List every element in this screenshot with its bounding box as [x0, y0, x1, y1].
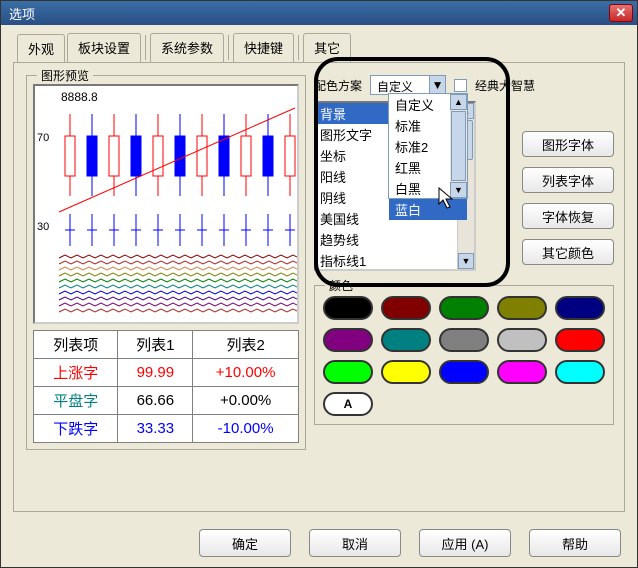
cancel-button[interactable]: 取消	[309, 529, 401, 557]
swatch-grid: A	[323, 296, 605, 416]
cell-up-label: 上涨字	[34, 359, 118, 387]
close-button[interactable]: ✕	[609, 4, 633, 22]
preview-table: 列表项 列表1 列表2 上涨字 99.99 +10.00% 平盘字 66.66 …	[33, 330, 299, 443]
font-restore-button[interactable]: 字体恢复	[522, 203, 614, 229]
th-item: 列表项	[34, 331, 118, 359]
help-button[interactable]: 帮助	[529, 529, 621, 557]
cell-down-v2: -10.00%	[193, 415, 299, 443]
color-swatch[interactable]	[323, 328, 373, 352]
popup-scrollbar[interactable]: ▲ ▼	[450, 94, 467, 198]
color-swatch[interactable]	[323, 360, 373, 384]
color-swatch[interactable]	[323, 296, 373, 320]
scroll-down-icon[interactable]: ▼	[450, 182, 467, 198]
color-swatch[interactable]	[381, 296, 431, 320]
color-swatch[interactable]	[555, 328, 605, 352]
scheme-selected: 自定义	[371, 76, 429, 94]
options-dialog: 选项 ✕ 外观 板块设置 系统参数 快捷键 其它 图形预览 8888.8 70 …	[0, 0, 638, 568]
tab-panel: 图形预览 8888.8 70 30 列表项 列表1	[13, 62, 625, 512]
scroll-thumb[interactable]	[451, 111, 466, 181]
colors-label: 颜色	[325, 277, 357, 294]
chart-font-button[interactable]: 图形字体	[522, 131, 614, 157]
tab-hotkeys[interactable]: 快捷键	[233, 33, 294, 62]
window-title: 选项	[5, 4, 609, 23]
list-font-button[interactable]: 列表字体	[522, 167, 614, 193]
color-swatch[interactable]	[381, 328, 431, 352]
color-swatch[interactable]	[497, 328, 547, 352]
color-swatch[interactable]	[555, 360, 605, 384]
scroll-down-icon[interactable]: ▼	[458, 253, 474, 269]
color-swatch[interactable]	[439, 360, 489, 384]
table-row: 平盘字 66.66 +0.00%	[34, 387, 299, 415]
tab-block-settings[interactable]: 板块设置	[67, 33, 141, 62]
tab-other[interactable]: 其它	[303, 33, 351, 62]
color-swatch[interactable]	[497, 360, 547, 384]
tab-bar: 外观 板块设置 系统参数 快捷键 其它	[1, 25, 637, 62]
other-colors-button[interactable]: 其它颜色	[522, 239, 614, 265]
list-item[interactable]: 趋势线	[316, 229, 474, 250]
tab-system-params[interactable]: 系统参数	[150, 33, 224, 62]
color-swatch-text[interactable]: A	[323, 392, 373, 416]
color-swatch[interactable]	[497, 296, 547, 320]
cell-flat-label: 平盘字	[34, 387, 118, 415]
color-swatch[interactable]	[381, 360, 431, 384]
scroll-up-icon[interactable]: ▲	[450, 94, 467, 110]
chevron-down-icon: ▼	[429, 76, 445, 94]
classic-checkbox[interactable]	[454, 79, 467, 92]
tick-marks	[65, 214, 295, 246]
tab-appearance[interactable]: 外观	[17, 34, 65, 63]
list-item[interactable]: 指标线1	[316, 250, 474, 271]
apply-button[interactable]: 应用 (A)	[419, 529, 511, 557]
classic-label: 经典大智慧	[475, 77, 535, 94]
scheme-dropdown[interactable]: 自定义 ▼	[370, 75, 446, 95]
cell-up-v2: +10.00%	[193, 359, 299, 387]
chart-preview: 8888.8 70 30	[33, 84, 299, 324]
table-header-row: 列表项 列表1 列表2	[34, 331, 299, 359]
scheme-label: 配色方案	[314, 77, 362, 94]
th-list1: 列表1	[118, 331, 193, 359]
titlebar: 选项 ✕	[1, 1, 637, 25]
table-row: 上涨字 99.99 +10.00%	[34, 359, 299, 387]
color-swatch[interactable]	[439, 296, 489, 320]
cell-flat-v2: +0.00%	[193, 387, 299, 415]
color-swatch[interactable]	[555, 296, 605, 320]
cell-down-v1: 33.33	[118, 415, 193, 443]
ok-button[interactable]: 确定	[199, 529, 291, 557]
wave-lines	[59, 255, 299, 312]
dropdown-option[interactable]: 蓝白	[389, 199, 467, 220]
colors-group: 颜色 A	[314, 285, 614, 425]
preview-label: 图形预览	[37, 67, 93, 84]
table-row: 下跌字 33.33 -10.00%	[34, 415, 299, 443]
th-list2: 列表2	[193, 331, 299, 359]
cell-up-v1: 99.99	[118, 359, 193, 387]
cell-flat-v1: 66.66	[118, 387, 193, 415]
scheme-dropdown-popup[interactable]: 自定义标准标准2红黑白黑蓝白 ▲ ▼	[388, 93, 468, 199]
dialog-button-row: 确定 取消 应用 (A) 帮助	[199, 529, 621, 557]
cell-down-label: 下跌字	[34, 415, 118, 443]
candles	[65, 114, 295, 196]
color-swatch[interactable]	[439, 328, 489, 352]
